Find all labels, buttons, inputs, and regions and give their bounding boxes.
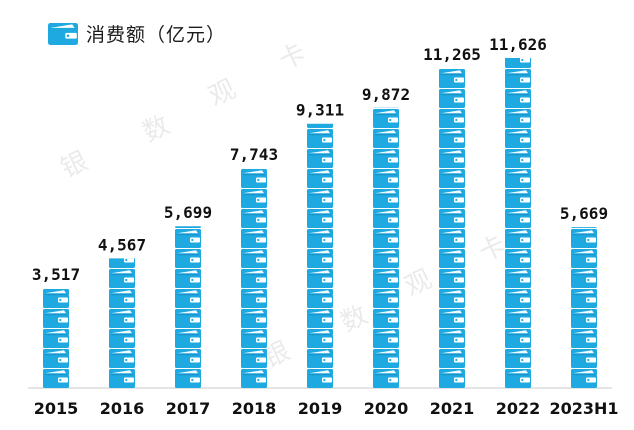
value-label-2021: 11,265 (423, 45, 481, 64)
value-labels-group: 3,517 4,567 5,699 7,743 9,311 9,872 11,265 11,6… (32, 35, 608, 284)
value-label-2016: 4,567 (98, 235, 146, 254)
x-tick-label-2016: 2016 (100, 399, 145, 418)
wallet-icon (48, 22, 78, 45)
bar-2017 (175, 226, 201, 388)
value-label-2022: 11,626 (489, 35, 547, 54)
bar-2020 (373, 107, 399, 388)
x-tick-label-2018: 2018 (232, 399, 277, 418)
legend-label: 消费额（亿元） (86, 24, 227, 46)
bar-2022 (505, 58, 531, 388)
value-label-2015: 3,517 (32, 265, 80, 284)
watermark-char: 观 (204, 74, 240, 112)
value-label-2017: 5,699 (164, 203, 212, 222)
bar-2023H1 (571, 227, 597, 388)
watermark-char: 银 (56, 146, 92, 184)
watermark-char: 数 (336, 300, 372, 338)
bar-2016 (109, 258, 135, 388)
x-tick-label-2020: 2020 (364, 399, 409, 418)
x-tick-label-2017: 2017 (166, 399, 211, 418)
value-label-2020: 9,872 (362, 85, 410, 104)
bar-2019 (307, 123, 333, 388)
x-tick-label-2021: 2021 (430, 399, 475, 418)
bar-2021 (439, 69, 465, 388)
watermark-char: 数 (138, 110, 174, 148)
watermark-char: 观 (400, 264, 436, 302)
x-tick-label-2019: 2019 (298, 399, 343, 418)
bar-2015 (43, 289, 69, 388)
x-tick-label-2022: 2022 (496, 399, 541, 418)
value-label-2023H1: 5,669 (560, 204, 608, 223)
bar-2018 (241, 169, 267, 388)
watermark-char: 卡 (274, 38, 310, 76)
x-tick-labels-group: 2015 2016 2017 2018 2019 2020 2021 2022 2023H1 (34, 399, 619, 418)
x-tick-label-2023H1: 2023H1 (549, 399, 618, 418)
value-label-2018: 7,743 (230, 145, 278, 164)
value-label-2019: 9,311 (296, 101, 344, 120)
x-tick-label-2015: 2015 (34, 399, 79, 418)
legend: 消费额（亿元） (48, 20, 226, 47)
